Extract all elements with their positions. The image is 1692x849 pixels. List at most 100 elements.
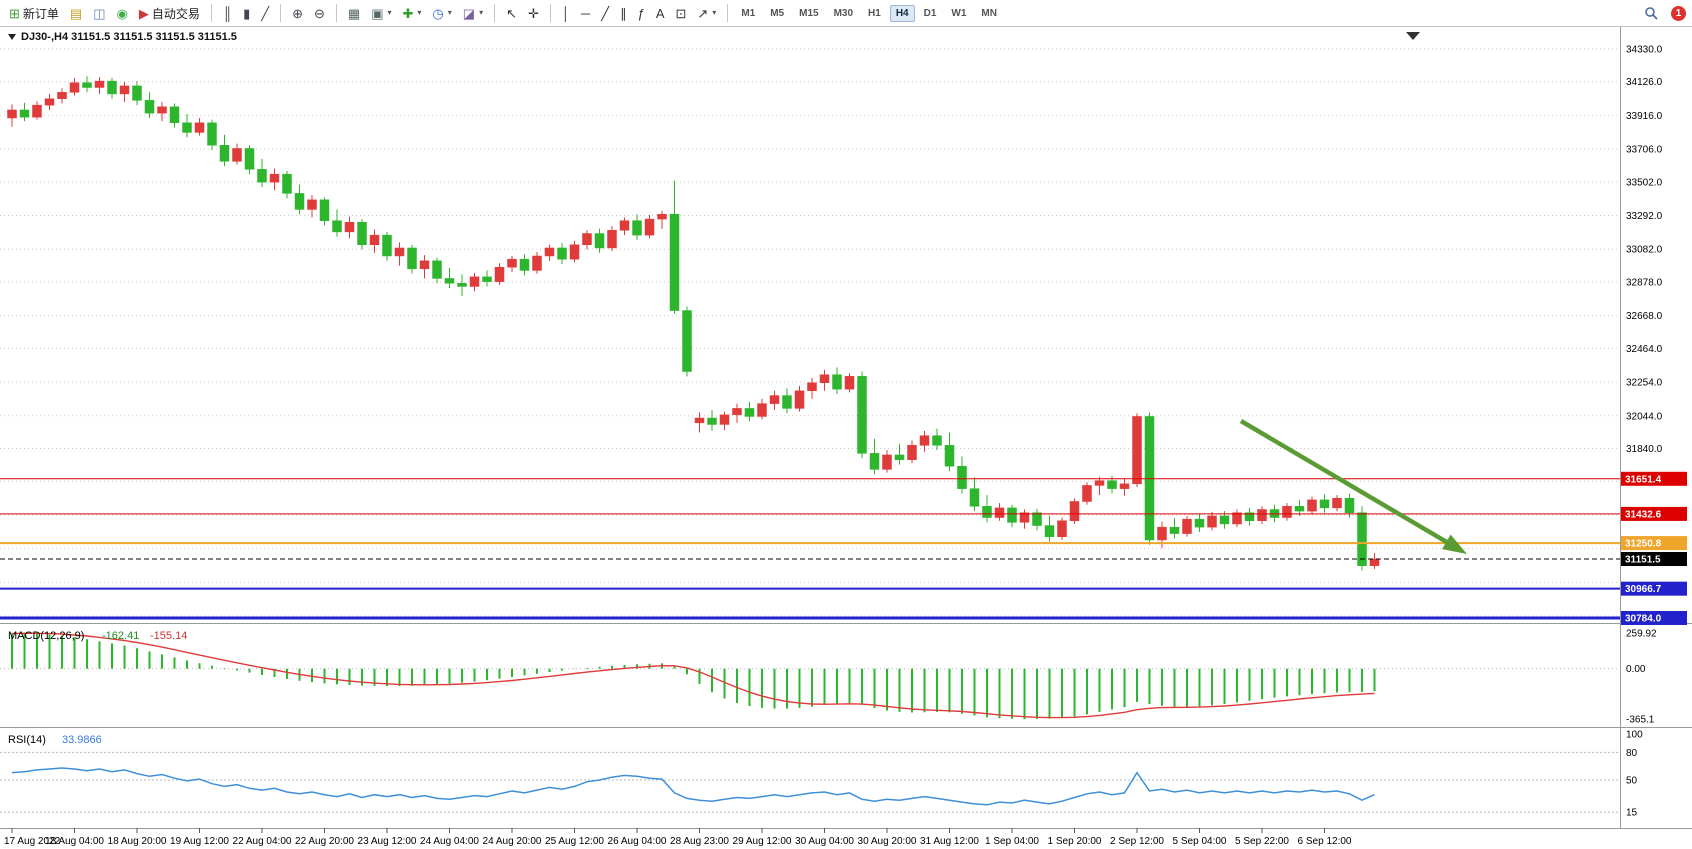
svg-text:31250.8: 31250.8 xyxy=(1625,539,1662,550)
indicators-button[interactable]: ✚ ▾ xyxy=(398,2,427,24)
autotrading-button-label: 自动交易 xyxy=(151,6,200,21)
svg-text:32044.0: 32044.0 xyxy=(1626,411,1663,422)
print-preview-button[interactable]: ◫ xyxy=(88,2,110,24)
horizontal-line-button[interactable]: ─ xyxy=(576,2,595,24)
timeframe-m30-button[interactable]: M30 xyxy=(828,5,859,22)
vertical-line-button[interactable]: │ xyxy=(557,2,575,24)
profiles-button[interactable]: ▤ xyxy=(65,2,87,24)
timeframe-m1-button[interactable]: M1 xyxy=(735,5,761,22)
chart-shift-marker[interactable] xyxy=(1406,32,1420,40)
svg-text:22 Aug 04:00: 22 Aug 04:00 xyxy=(233,836,292,847)
new-order-icon: ⊞ xyxy=(9,5,20,21)
svg-text:32668.0: 32668.0 xyxy=(1626,311,1663,322)
svg-text:33292.0: 33292.0 xyxy=(1626,211,1663,222)
toolbar-right-group: 1 xyxy=(1639,2,1688,24)
print-preview-icon: ◫ xyxy=(93,5,106,21)
svg-text:33502.0: 33502.0 xyxy=(1626,177,1663,188)
svg-text:5 Sep 04:00: 5 Sep 04:00 xyxy=(1173,836,1227,847)
svg-text:18 Aug 20:00: 18 Aug 20:00 xyxy=(108,836,167,847)
rsi-pane: 100 80 50 15 RSI(14) 33.9866 xyxy=(0,730,1643,819)
svg-text:24 Aug 04:00: 24 Aug 04:00 xyxy=(420,836,479,847)
candlestick-mode-button[interactable]: ▮ xyxy=(238,2,255,24)
chart-area[interactable]: 34330.0 34126.0 33916.0 33706.0 33502.0 33292… xyxy=(0,27,1692,849)
timeframe-m5-button[interactable]: M5 xyxy=(764,5,790,22)
svg-text:50: 50 xyxy=(1626,776,1638,787)
chart-ohlc-text: DJ30-,H4 31151.5 31151.5 31151.5 31151.5 xyxy=(21,31,237,43)
templates-button[interactable]: ◪ ▾ xyxy=(458,2,488,24)
svg-text:31432.6: 31432.6 xyxy=(1625,509,1662,520)
svg-text:15: 15 xyxy=(1626,808,1638,819)
svg-text:1 Sep 20:00: 1 Sep 20:00 xyxy=(1048,836,1102,847)
timeframe-mn-button[interactable]: MN xyxy=(975,5,1003,22)
autotrading-button[interactable]: ▶ 自动交易 xyxy=(134,2,205,24)
tile-windows-button[interactable]: ▦ xyxy=(343,2,365,24)
zoom-out-button[interactable]: ⊖ xyxy=(309,2,330,24)
periods-button[interactable]: ◷ ▾ xyxy=(427,2,456,24)
arrows-button[interactable]: ↗ ▾ xyxy=(692,2,721,24)
fibonacci-button[interactable]: ƒ xyxy=(633,2,650,24)
price-grid: 34330.0 34126.0 33916.0 33706.0 33502.0 33292… xyxy=(0,44,1663,617)
text-button[interactable]: A xyxy=(651,2,670,24)
candlestick-mode-icon: ▮ xyxy=(243,5,251,21)
svg-text:34126.0: 34126.0 xyxy=(1626,77,1663,88)
toolbar-separator xyxy=(210,4,212,22)
zoom-in-button[interactable]: ⊕ xyxy=(287,2,308,24)
chart-svg[interactable]: 34330.0 34126.0 33916.0 33706.0 33502.0 33292… xyxy=(0,27,1692,849)
notification-badge[interactable]: 1 xyxy=(1671,5,1686,21)
line-chart-mode-button[interactable]: ╱ xyxy=(256,2,274,24)
cascade-windows-button[interactable]: ▣ ▾ xyxy=(366,2,396,24)
candlesticks xyxy=(7,76,1380,571)
svg-text:33706.0: 33706.0 xyxy=(1626,145,1663,156)
label-button[interactable]: ⊡ xyxy=(670,2,691,24)
svg-text:-162.41: -162.41 xyxy=(102,630,139,642)
price-tags: 31651.4 31432.6 31250.8 31151.5 30966.7 30784… xyxy=(1621,471,1687,625)
bar-chart-mode-icon: ║ xyxy=(222,5,233,21)
timeframe-h4-button[interactable]: H4 xyxy=(889,4,915,22)
symbol-dropdown-icon[interactable] xyxy=(8,34,16,40)
toolbar-separator xyxy=(335,4,337,22)
cursor-button[interactable]: ↖ xyxy=(501,2,522,24)
new-order-button-label: 新订单 xyxy=(22,6,59,21)
new-order-button[interactable]: ⊞ 新订单 xyxy=(4,2,64,24)
toolbar-separator xyxy=(549,4,551,22)
trendline-icon: ╱ xyxy=(601,5,610,21)
crosshair-button[interactable]: ✛ xyxy=(523,2,544,24)
svg-text:31840.0: 31840.0 xyxy=(1626,444,1663,455)
toolbar-separator xyxy=(280,4,282,22)
rsi-line xyxy=(11,767,1375,806)
timeframe-d1-button[interactable]: D1 xyxy=(918,5,943,22)
svg-text:33.9866: 33.9866 xyxy=(62,734,102,746)
svg-text:5 Sep 22:00: 5 Sep 22:00 xyxy=(1235,836,1289,847)
horizontal-line-icon: ─ xyxy=(581,5,591,21)
indicators-icon: ✚ xyxy=(402,5,414,21)
svg-text:29 Aug 12:00: 29 Aug 12:00 xyxy=(733,836,792,847)
cascade-windows-icon: ▣ xyxy=(371,5,384,21)
timeframe-w1-button[interactable]: W1 xyxy=(945,5,972,22)
timeframe-h1-button[interactable]: H1 xyxy=(862,5,887,22)
timeframe-m15-button[interactable]: M15 xyxy=(793,5,824,22)
svg-text:1 Sep 04:00: 1 Sep 04:00 xyxy=(985,836,1039,847)
rsi-label: RSI(14) xyxy=(8,734,46,746)
svg-text:32464.0: 32464.0 xyxy=(1626,344,1663,355)
periods-icon: ◷ xyxy=(432,5,444,21)
trendline-button[interactable]: ╱ xyxy=(596,2,614,24)
svg-text:33916.0: 33916.0 xyxy=(1626,111,1663,122)
bar-chart-mode-button[interactable]: ║ xyxy=(218,2,237,24)
svg-text:32254.0: 32254.0 xyxy=(1626,378,1663,389)
svg-text:80: 80 xyxy=(1626,748,1638,759)
svg-text:-365.1: -365.1 xyxy=(1626,715,1655,726)
svg-text:100: 100 xyxy=(1626,730,1643,741)
dropdown-caret-icon: ▾ xyxy=(387,8,392,17)
search-button[interactable] xyxy=(1639,2,1663,24)
dropdown-caret-icon: ▾ xyxy=(479,8,484,17)
svg-text:24 Aug 20:00: 24 Aug 20:00 xyxy=(483,836,542,847)
zoom-in-icon: ⊕ xyxy=(292,5,303,21)
community-icon: ◉ xyxy=(116,5,128,21)
autotrading-icon: ▶ xyxy=(138,5,149,21)
channel-button[interactable]: ∥ xyxy=(615,2,632,24)
toolbar-separator xyxy=(727,4,729,22)
svg-text:33082.0: 33082.0 xyxy=(1626,245,1663,256)
trend-arrow[interactable] xyxy=(1239,419,1467,554)
community-button[interactable]: ◉ xyxy=(112,2,133,24)
svg-text:31151.5: 31151.5 xyxy=(1625,555,1661,566)
